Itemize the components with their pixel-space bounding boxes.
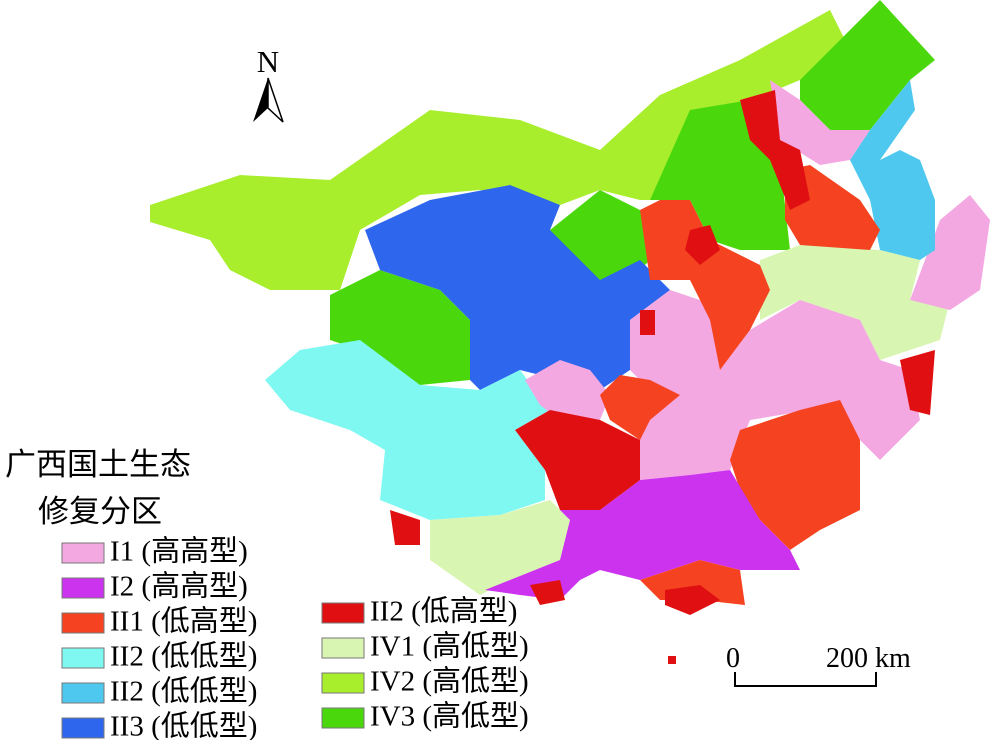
region: [365, 185, 670, 390]
scale-start: 0: [726, 643, 740, 674]
north-arrow: N: [253, 44, 284, 123]
region: [530, 580, 565, 605]
region: [850, 80, 935, 260]
legend-swatch: [61, 682, 105, 704]
region: [730, 400, 860, 550]
legend-swatch: [321, 637, 365, 659]
region: [525, 360, 610, 420]
legend-swatch: [321, 707, 365, 729]
legend-title: 广西国土生态: [5, 447, 191, 482]
region: [910, 195, 990, 310]
region: [760, 245, 950, 360]
legend-swatch: [61, 542, 105, 564]
region: [640, 200, 770, 370]
region: [800, 0, 935, 130]
region: [515, 410, 640, 510]
legend-swatch: [61, 647, 105, 669]
region: [668, 656, 676, 664]
legend-label: IV2 (高低型): [370, 665, 529, 698]
scale-line: [734, 672, 877, 687]
legend-label: I1 (高高型): [110, 535, 248, 568]
region: [265, 340, 550, 520]
north-arrow-right: [267, 77, 284, 123]
scale-bar: 0 200 km: [726, 643, 911, 687]
legend-label: II2 (低高型): [370, 595, 517, 628]
region: [665, 585, 720, 615]
region: [640, 310, 655, 335]
region: [685, 225, 720, 265]
legend: 广西国土生态 修复分区 I1 (高高型)I2 (高高型)II1 (低高型)II2…: [5, 447, 529, 740]
region: [430, 500, 570, 595]
region: [770, 80, 870, 165]
north-label: N: [257, 44, 279, 79]
region: [485, 470, 800, 600]
legend-swatch: [321, 672, 365, 694]
legend-swatch: [61, 717, 105, 739]
legend-label: I2 (高高型): [110, 570, 248, 603]
legend-swatch: [61, 612, 105, 634]
region: [740, 90, 810, 210]
region: [900, 350, 935, 415]
legend-label: II1 (低高型): [110, 605, 257, 638]
legend-swatch: [61, 577, 105, 599]
legend-label: II3 (低低型): [110, 710, 257, 740]
legend-label: II2 (低低型): [110, 640, 257, 673]
legend-items: I1 (高高型)I2 (高高型)II1 (低高型)II2 (低低型)II2 (低…: [61, 535, 529, 740]
regions: [150, 0, 990, 664]
region: [785, 165, 880, 250]
north-arrow-left: [253, 78, 268, 122]
region: [330, 270, 470, 385]
legend-label: IV3 (高低型): [370, 700, 529, 733]
legend-swatch: [321, 602, 365, 624]
legend-label: IV1 (高低型): [370, 630, 529, 663]
region: [600, 375, 680, 440]
region: [390, 510, 420, 545]
legend-label: II2 (低低型): [110, 675, 257, 708]
region: [150, 10, 845, 290]
scale-end: 200 km: [826, 643, 911, 674]
legend-title: 修复分区: [38, 494, 162, 529]
